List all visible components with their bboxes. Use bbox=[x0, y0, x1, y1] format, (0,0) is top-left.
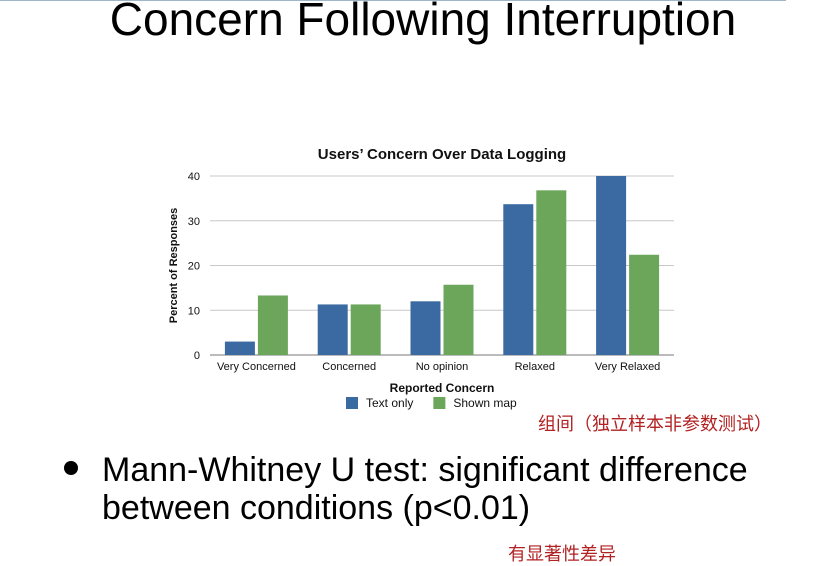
legend-swatch bbox=[346, 397, 358, 409]
bar-shown-map bbox=[536, 190, 567, 355]
bar-text-only bbox=[317, 304, 348, 355]
chart-title: Users’ Concern Over Data Logging bbox=[318, 146, 566, 163]
legend-swatch bbox=[433, 397, 446, 409]
x-tick-label: Concerned bbox=[322, 361, 376, 373]
chart-svg: Users’ Concern Over Data Logging 0 10 20 30… bbox=[168, 146, 674, 410]
legend: Text only Shown map bbox=[346, 396, 517, 410]
annotation-method: 组间（独立样本非参数测试） bbox=[538, 414, 772, 435]
y-tick-label: 20 bbox=[188, 261, 200, 273]
bullet-dot bbox=[64, 461, 78, 475]
x-tick-label: Very Concerned bbox=[217, 361, 296, 373]
bar-text-only bbox=[410, 301, 441, 355]
bar-text-only bbox=[503, 204, 534, 355]
bar-chart: Users’ Concern Over Data Logging 0 10 20 30… bbox=[160, 138, 680, 420]
y-tick-label: 10 bbox=[188, 305, 200, 317]
y-axis-label: Percent of Responses bbox=[168, 208, 180, 324]
bar-shown-map bbox=[629, 254, 660, 355]
top-rule bbox=[0, 0, 786, 1]
y-tick-label: 40 bbox=[188, 171, 200, 183]
slide-title: Concern Following Interruption bbox=[109, 0, 737, 45]
x-tick-label: Very Relaxed bbox=[595, 361, 660, 373]
bar-text-only bbox=[224, 341, 255, 355]
legend-label: Shown map bbox=[453, 396, 517, 410]
bar-shown-map bbox=[443, 284, 474, 355]
x-tick-label: Relaxed bbox=[515, 361, 555, 373]
legend-label: Text only bbox=[366, 396, 413, 410]
x-tick-label: No opinion bbox=[416, 361, 469, 373]
bar-shown-map bbox=[257, 295, 288, 355]
bullet-text: Mann-Whitney U test: significant differe… bbox=[102, 451, 748, 527]
y-tick-label: 30 bbox=[188, 216, 200, 228]
annotation-result: 有显著性差异 bbox=[508, 544, 616, 565]
bar-shown-map bbox=[350, 304, 381, 355]
y-tick-label: 0 bbox=[194, 350, 200, 362]
x-axis-label: Reported Concern bbox=[390, 381, 495, 395]
bar-text-only bbox=[596, 176, 627, 355]
